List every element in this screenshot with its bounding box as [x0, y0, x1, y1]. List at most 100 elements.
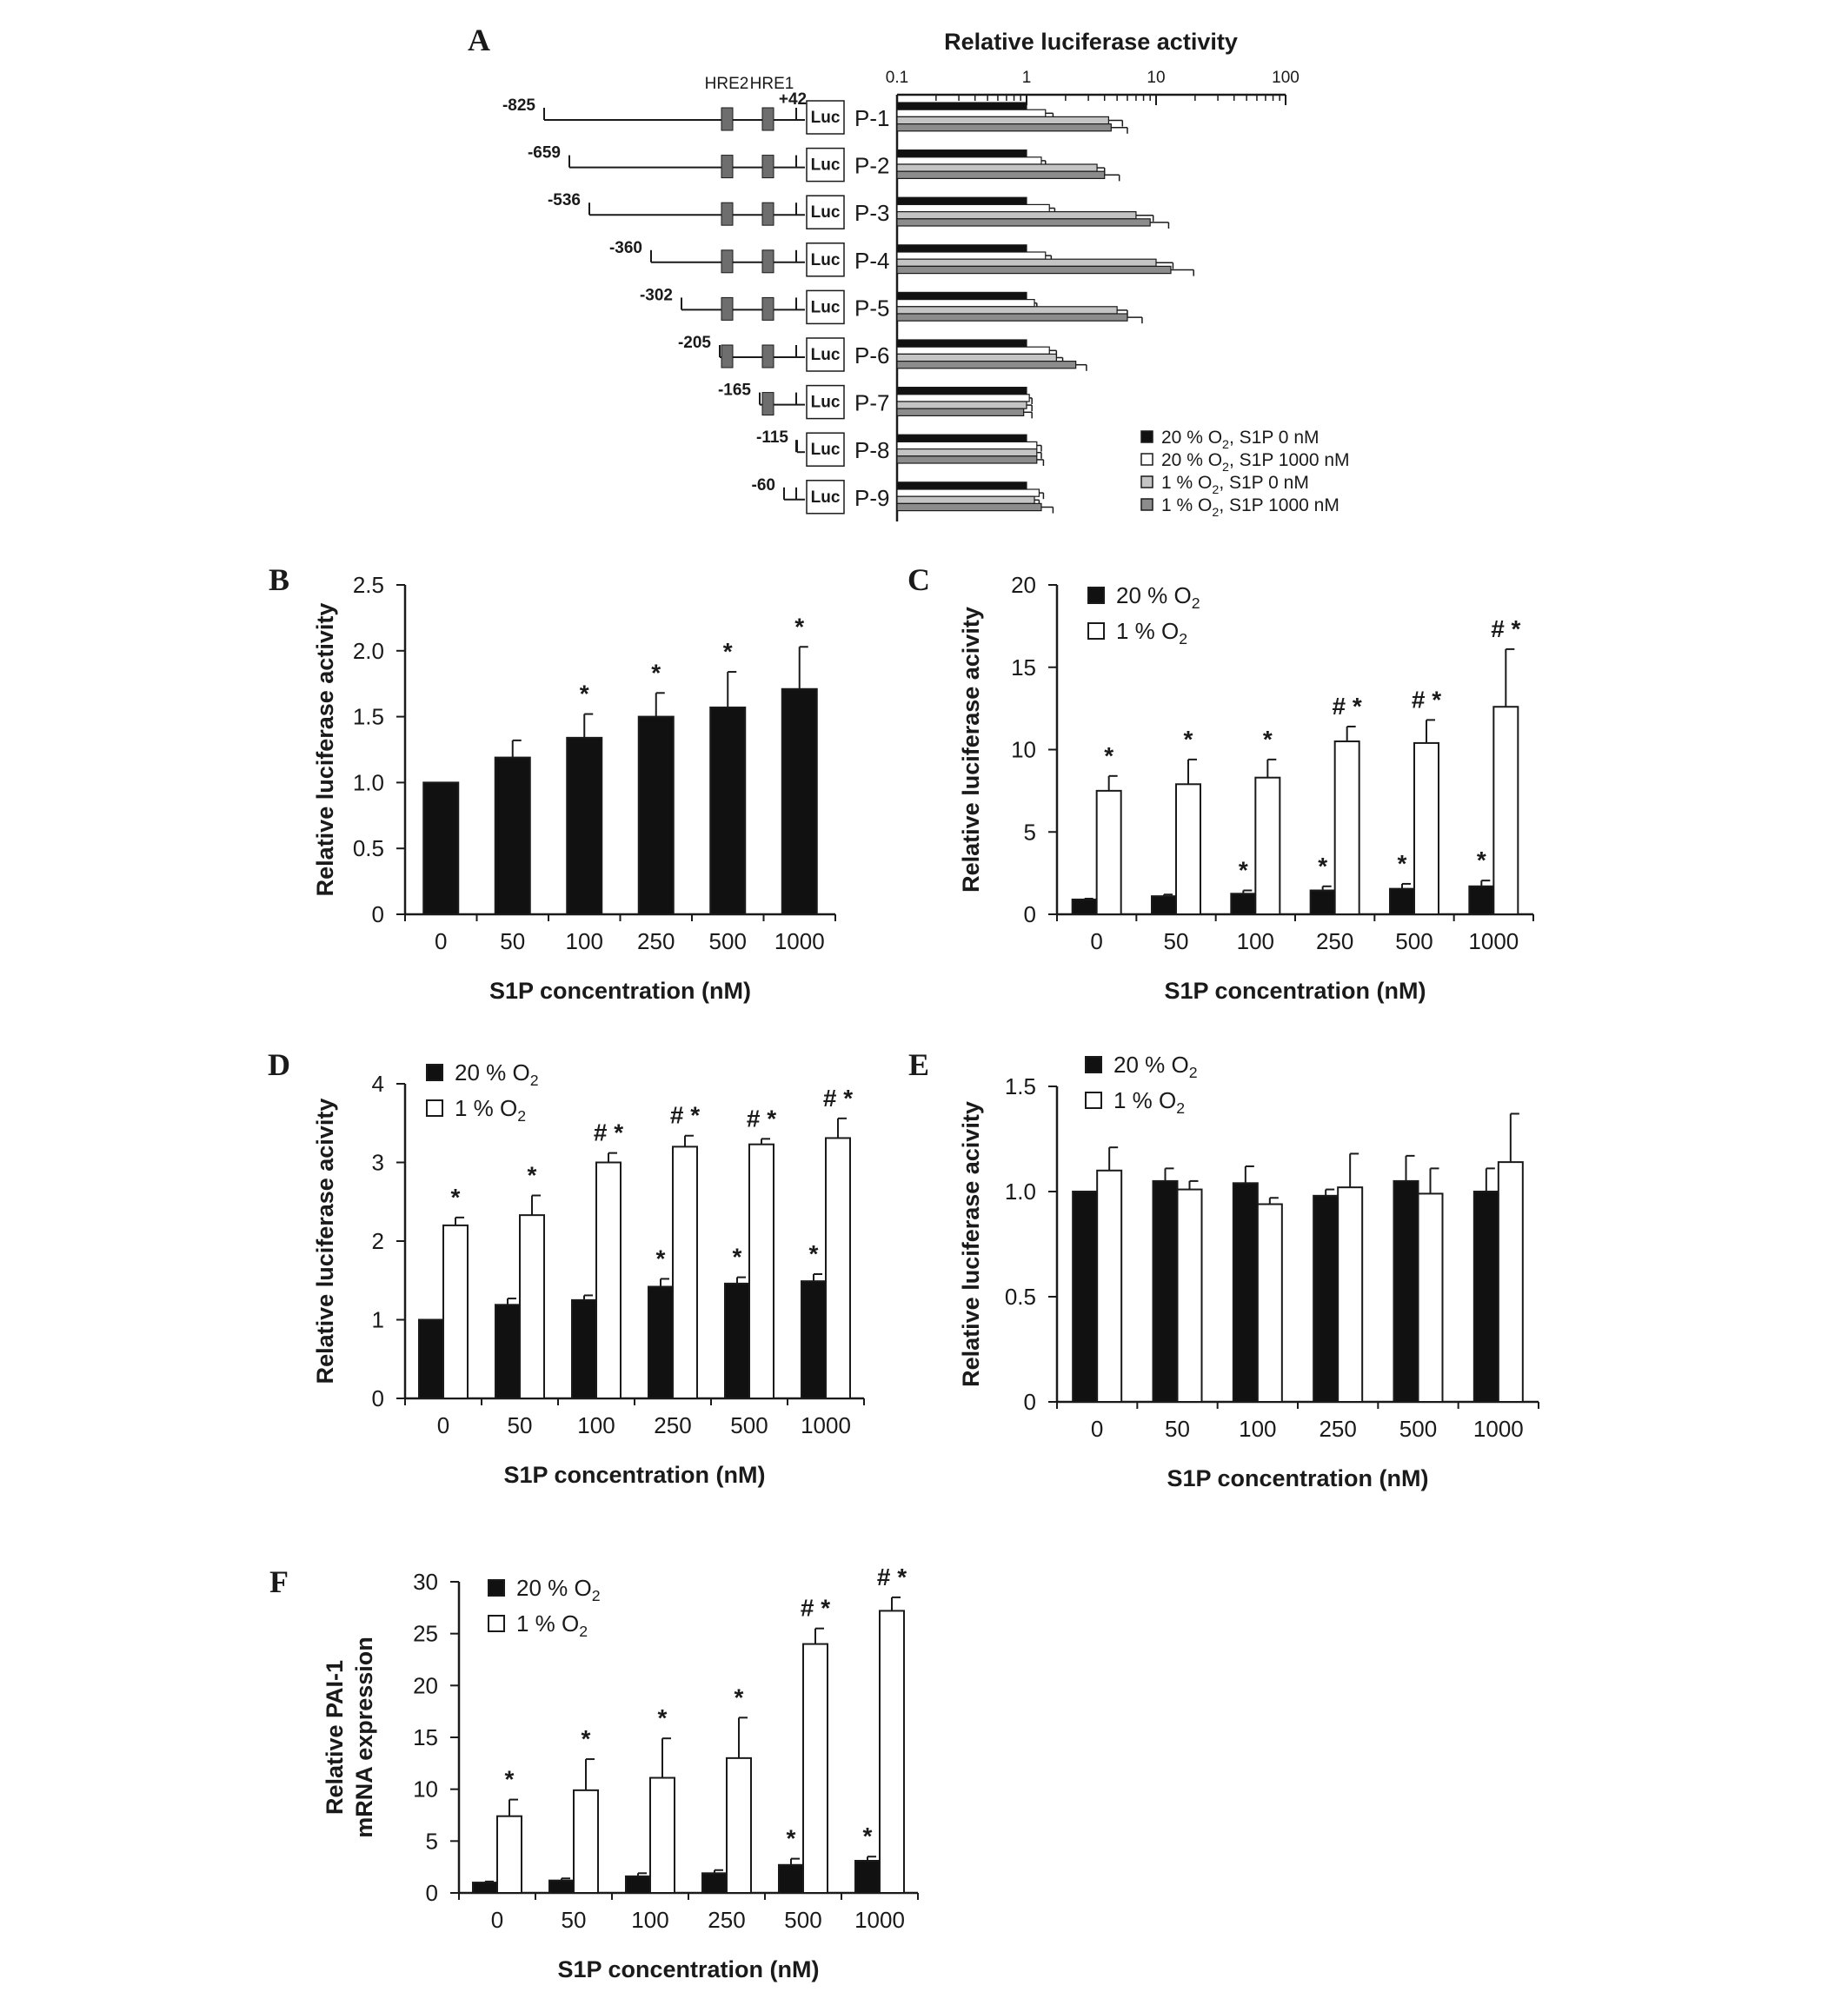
significance-mark: * [735, 1683, 744, 1710]
significance-mark: * [787, 1825, 796, 1852]
x-tick-label: 500 [709, 928, 747, 954]
legend-swatch [1141, 499, 1153, 510]
significance-mark: * [1184, 726, 1193, 753]
significance-mark: * [794, 613, 804, 640]
luc-label: Luc [811, 394, 841, 412]
y-tick-label: 5 [1024, 819, 1036, 845]
bar [725, 1284, 749, 1398]
bar [897, 402, 1027, 408]
x-tick-label: 10 [1147, 69, 1165, 87]
y-tick-label: 0.5 [1005, 1284, 1036, 1310]
significance-mark: * [1318, 853, 1327, 880]
bar [423, 782, 458, 914]
legend-label: 20 % O2​ [516, 1575, 601, 1604]
significance-mark: * [733, 1244, 742, 1271]
hre1-box [762, 108, 774, 130]
bar [897, 456, 1037, 463]
start-position-label: -659 [528, 144, 561, 163]
construct-row: Luc P-8 -115 [756, 428, 1043, 466]
bar [596, 1163, 621, 1399]
x-axis-title: S1P concentration (nM) [557, 1956, 819, 1982]
bar [1233, 1183, 1258, 1402]
y-axis-title: Relative luciferase activity [312, 603, 338, 897]
bar [897, 496, 1034, 503]
bar [897, 157, 1041, 164]
bar [749, 1145, 774, 1398]
bar [419, 1320, 443, 1399]
bar [897, 164, 1097, 171]
bar [1414, 743, 1439, 914]
construct-row: Luc P-2-659 [528, 144, 1120, 182]
y-tick-label: 1 [372, 1307, 384, 1333]
bar [897, 435, 1027, 442]
y-tick-label: 0 [372, 1385, 384, 1411]
bar [495, 1305, 520, 1398]
bar [1073, 1192, 1097, 1402]
bar [710, 707, 745, 914]
construct-name: P-7 [854, 390, 889, 416]
construct-name: P-8 [854, 437, 889, 463]
bar [897, 489, 1039, 496]
x-axis-title: S1P concentration (nM) [1167, 1465, 1428, 1491]
significance-mark: # * [877, 1564, 907, 1590]
x-tick-label: 1000 [1473, 1416, 1524, 1442]
x-tick-label: 50 [1165, 1416, 1190, 1442]
significance-mark: * [451, 1184, 461, 1211]
construct-name: P-9 [854, 485, 889, 511]
bar [897, 408, 1024, 415]
significance-mark: * [1239, 857, 1248, 884]
x-tick-label: 250 [1316, 928, 1353, 954]
x-tick-label: 250 [708, 1907, 745, 1933]
significance-mark: * [651, 659, 661, 686]
bar [897, 171, 1105, 178]
construct-row: Luc P-7 -165 [718, 382, 1032, 419]
bar [702, 1873, 727, 1893]
significance-mark: # * [670, 1102, 700, 1129]
construct-row: Luc P-9 -60 [752, 476, 1054, 514]
bar [650, 1778, 675, 1893]
bar [897, 347, 1049, 354]
bar [897, 354, 1056, 361]
significance-mark: # * [801, 1595, 830, 1622]
bar [897, 259, 1156, 266]
construct-row: Luc P-5-302 [640, 286, 1142, 323]
y-tick-label: 1.5 [353, 704, 384, 730]
legend-label: 1 % O2​ [1116, 618, 1187, 647]
start-position-label: -360 [609, 239, 642, 257]
legend-swatch [1141, 431, 1153, 442]
legend-label: 20 % O2​ [1116, 582, 1200, 612]
significance-mark: * [1398, 850, 1407, 877]
y-tick-label: 20 [1011, 572, 1036, 598]
y-tick-label: 0 [372, 901, 384, 927]
x-tick-label: 1000 [854, 1907, 905, 1933]
bar [897, 340, 1027, 347]
bar [1178, 1190, 1202, 1402]
bar [897, 449, 1037, 456]
significance-mark: * [1263, 726, 1273, 753]
bar [1335, 741, 1359, 914]
significance-mark: * [1104, 742, 1113, 769]
start-position-label: -825 [502, 96, 535, 115]
legend-label: 20 % O2​ [455, 1059, 539, 1089]
bar [497, 1816, 522, 1893]
luc-label: Luc [811, 109, 841, 127]
bar [897, 103, 1027, 110]
y-tick-label: 15 [413, 1724, 438, 1750]
bar [801, 1281, 826, 1398]
y-tick-label: 10 [413, 1776, 438, 1803]
x-tick-label: 100 [631, 1907, 668, 1933]
x-tick-label: 50 [508, 1412, 533, 1438]
bar [1311, 891, 1335, 914]
x-tick-label: 500 [1399, 1416, 1437, 1442]
x-tick-label: 500 [784, 1907, 821, 1933]
bar [495, 758, 530, 914]
y-tick-label: 2.0 [353, 638, 384, 664]
x-tick-label: 100 [566, 928, 603, 954]
y-tick-label: 0.5 [353, 835, 384, 861]
bar [727, 1758, 751, 1893]
x-tick-label: 250 [654, 1412, 691, 1438]
y-tick-label: 10 [1011, 737, 1036, 763]
construct-name: P-6 [854, 342, 889, 369]
panel-d-chart: 012340 50 100 250 500 1000* * ***# *# * # *# *S1… [312, 1059, 864, 1488]
